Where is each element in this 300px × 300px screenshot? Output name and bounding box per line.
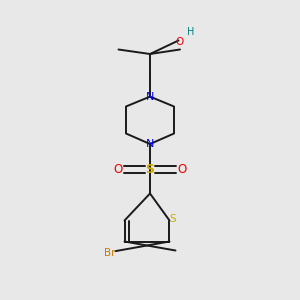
Text: O: O — [177, 163, 186, 176]
Text: Br: Br — [104, 248, 115, 259]
Text: H: H — [187, 27, 194, 37]
Text: O: O — [114, 163, 123, 176]
Text: S: S — [169, 214, 176, 224]
Text: N: N — [146, 139, 154, 149]
Text: S: S — [146, 163, 154, 176]
Text: N: N — [146, 92, 154, 102]
Text: O: O — [175, 37, 183, 47]
